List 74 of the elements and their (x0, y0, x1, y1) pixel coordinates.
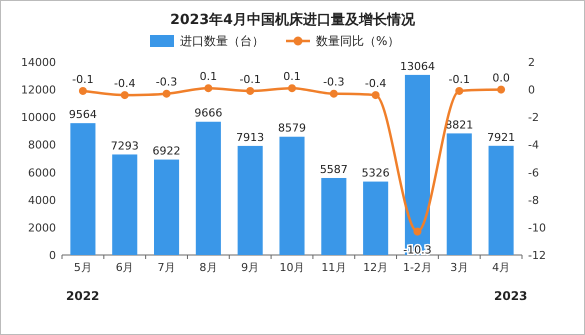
text: 2023 (494, 289, 528, 303)
data-label: 7293 (110, 139, 139, 152)
y2-tick-label: -12 (528, 249, 546, 262)
y2-tick-label: 0 (528, 84, 535, 97)
chart-title: 2023年4月中国机床进口量及增长情况 (170, 11, 416, 28)
point (162, 90, 171, 98)
x-tick-label: 5月 (74, 261, 92, 274)
bar (279, 136, 305, 255)
point (204, 84, 212, 92)
y-tick-label: 12000 (21, 84, 56, 97)
bar (446, 133, 472, 255)
point (497, 86, 506, 94)
legend-label: 进口数量（台） (180, 34, 264, 48)
legend-label: 数量同比（%） (316, 34, 400, 48)
bar (70, 123, 96, 255)
bar (196, 122, 221, 255)
data-label: 7913 (236, 130, 264, 144)
x-tick-label: 9月 (241, 261, 260, 274)
data-label: 13064 (400, 60, 435, 73)
data-label: 5326 (362, 166, 390, 180)
data-label: -0.3 (323, 76, 345, 89)
y2-tick-label: -8 (528, 194, 539, 207)
x-tick-label: 7月 (158, 261, 176, 274)
y2-tick-label: -4 (528, 138, 539, 152)
data-label: -0.4 (114, 77, 136, 90)
point (288, 84, 296, 92)
bar (488, 146, 514, 255)
text: 2022 (66, 289, 100, 303)
data-label: 0.1 (200, 70, 218, 84)
point (330, 90, 338, 98)
bar (154, 160, 180, 255)
bar (404, 74, 430, 255)
y-tick-label: 6000 (28, 166, 56, 180)
point (413, 228, 422, 236)
y2-tick-label: -10 (528, 221, 546, 234)
x-tick-label: 3月 (450, 261, 468, 274)
data-label: 7921 (487, 130, 516, 144)
y2-tick-label: -6 (528, 166, 539, 180)
point (455, 86, 464, 95)
data-label: 8579 (278, 122, 306, 135)
data-label: 9564 (68, 108, 97, 122)
x-tick-label: 4月 (492, 261, 510, 274)
y-tick-label: 0 (49, 249, 56, 262)
data-label: -0.1 (72, 72, 94, 86)
point (120, 91, 129, 100)
x-tick-label: 11月 (321, 261, 346, 274)
data-label: 6922 (152, 144, 181, 158)
y2-tick-label: 2 (528, 56, 535, 69)
data-label: 5587 (320, 162, 348, 176)
bar (238, 146, 263, 255)
y-tick-label: 8000 (28, 138, 56, 152)
y-tick-label: 10000 (21, 111, 56, 124)
x-tick-label: 1-2月 (402, 261, 432, 274)
y-tick-label: 4000 (28, 194, 56, 207)
y2-tick-label: -2 (528, 111, 539, 124)
x-tick-label: 6月 (116, 261, 134, 274)
data-label: -0.1 (239, 72, 261, 86)
y-tick-label: 2000 (28, 221, 56, 234)
bar (363, 182, 388, 255)
x-tick-label: 8月 (199, 261, 218, 274)
data-label: -0.4 (364, 77, 386, 90)
data-label: 9666 (194, 106, 222, 120)
point (78, 86, 87, 95)
data-label: -0.3 (156, 76, 178, 89)
data-label: 0.1 (283, 70, 301, 84)
bar (321, 178, 346, 255)
data-label: -0.1 (448, 72, 470, 86)
data-label: 0.0 (492, 72, 510, 85)
point (372, 91, 380, 100)
x-tick-label: 12月 (363, 261, 388, 274)
bar (112, 154, 138, 255)
y-tick-label: 14000 (21, 56, 56, 69)
point (246, 86, 254, 95)
x-tick-label: 10月 (280, 261, 304, 274)
